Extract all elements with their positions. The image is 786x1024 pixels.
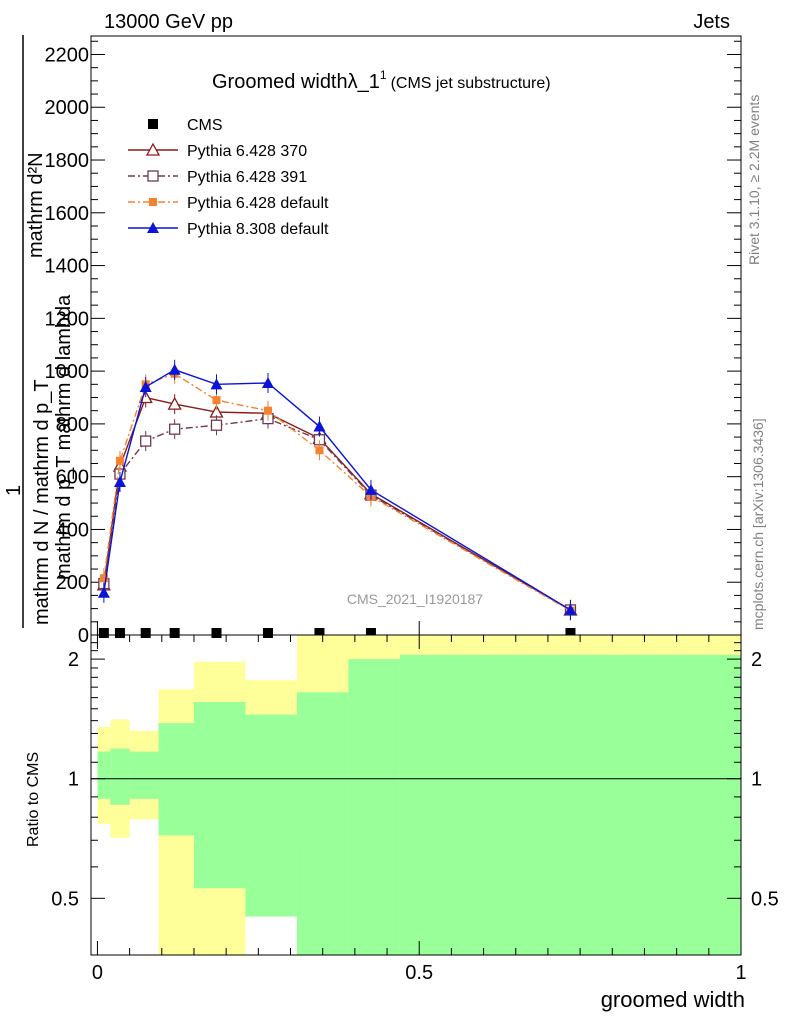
- y-tick-label: 600: [56, 467, 89, 489]
- data-point: [139, 380, 152, 392]
- uncertainty-band-inner: [97, 751, 111, 799]
- uncertainty-band-inner: [110, 748, 130, 805]
- data-point: [99, 574, 108, 583]
- data-point: [114, 628, 125, 638]
- series-pythia-6-428-370: [96, 387, 578, 620]
- data-point: [212, 396, 221, 405]
- series-pythia-8-308-default: [97, 359, 577, 620]
- legend-marker: [147, 222, 159, 233]
- legend-label: CMS: [187, 117, 223, 134]
- y-tick-label: 200: [56, 572, 89, 594]
- y-tick-label: 0: [78, 625, 89, 647]
- uncertainty-band-inner: [193, 701, 246, 889]
- y-axis-label: mathrm d²N mathrm d p_T mathrm d lambda …: [3, 35, 75, 628]
- data-point: [169, 423, 181, 435]
- series-pythia-6-428-391: [98, 408, 577, 620]
- legend-marker: [148, 119, 158, 129]
- data-point: [365, 628, 376, 638]
- y-tick-label: 1200: [45, 308, 90, 330]
- ratio-y-label: Ratio to CMS: [25, 752, 42, 847]
- data-point: [313, 420, 326, 432]
- energy-label: 13000 GeV pp: [104, 11, 233, 33]
- legend-item: CMS: [148, 117, 223, 134]
- y-tick-label: 1000: [45, 361, 90, 383]
- legend-label: Pythia 6.428 370: [187, 143, 307, 160]
- data-point: [169, 628, 180, 638]
- data-point: [263, 406, 272, 415]
- data-point: [565, 628, 576, 638]
- legend-item: Pythia 6.428 default: [128, 195, 329, 212]
- data-point: [98, 628, 109, 638]
- legend-label: Pythia 6.428 391: [187, 169, 307, 186]
- legend-label: Pythia 6.428 default: [187, 195, 329, 212]
- ratio-y-tick-label-right: 1: [751, 769, 762, 791]
- y-tick-label: 800: [56, 414, 89, 436]
- legend-item: Pythia 8.308 default: [128, 221, 329, 238]
- legend-marker: [147, 170, 159, 182]
- y-tick-label: 2200: [45, 44, 90, 66]
- legend-marker: [149, 198, 157, 206]
- ratio-y-tick-label-right: 0.5: [751, 888, 779, 910]
- uncertainty-band-inner: [245, 714, 297, 917]
- rivet-label: Rivet 3.1.10, ≥ 2.2M events: [746, 95, 762, 265]
- ratio-plot-frame: [90, 634, 742, 956]
- y-label-bottom: mathrm d N / mathrm d p_T: [31, 379, 53, 625]
- ratio-y-tick-label-right: 2: [751, 649, 762, 671]
- category-label: Jets: [693, 11, 730, 33]
- data-point: [140, 628, 151, 638]
- chart-title-main: Groomed widthλ_1: [212, 71, 380, 93]
- data-point: [211, 628, 222, 638]
- data-point: [261, 376, 274, 388]
- legend-marker: [145, 142, 161, 156]
- data-point: [115, 456, 124, 465]
- main-plot: 0 200 400 600 800 1000 1200 1400 1600 1800 2000 220…: [45, 35, 742, 647]
- x-tick-label: 1: [735, 962, 746, 984]
- data-point: [97, 586, 110, 598]
- series-line: [103, 372, 571, 612]
- y-label-top: mathrm d²N: [25, 152, 47, 258]
- data-point: [314, 628, 325, 638]
- uncertainty-band-inner: [158, 723, 194, 836]
- data-point: [167, 396, 182, 410]
- x-tick-label: 0: [92, 962, 103, 984]
- ratio-y-tick-label: 1: [68, 769, 79, 791]
- data-point: [113, 475, 126, 487]
- chart-title: Groomed widthλ_11 (CMS jet substructure): [212, 68, 551, 93]
- uncertainty-band-inner: [296, 692, 349, 955]
- ratio-plot: 0.5 0.5 1 1 2 2 0 0.5 1 Ratio to CMS groomed wi…: [25, 634, 779, 1012]
- y-tick-label: 2000: [45, 97, 90, 119]
- mcplots-label: mcplots.cern.ch [arXiv:1306.3436]: [750, 418, 766, 630]
- ratio-y-tick-label: 0.5: [51, 888, 79, 910]
- data-point: [210, 378, 223, 390]
- data-point: [262, 628, 273, 638]
- legend-label: Pythia 8.308 default: [187, 221, 329, 238]
- analysis-id-label: CMS_2021_I1920187: [347, 591, 483, 607]
- x-tick-label: 0.5: [405, 962, 433, 984]
- data-point: [140, 435, 152, 447]
- legend: CMS Pythia 6.428 370 Pythia 6.428 391 Pythi…: [128, 117, 329, 238]
- chart-title-sup: 1: [380, 68, 387, 82]
- y-label-prefix: 1: [3, 485, 25, 496]
- legend-item: Pythia 6.428 391: [128, 169, 307, 186]
- x-axis-label: groomed width: [601, 987, 745, 1012]
- data-point: [364, 483, 377, 495]
- data-point: [168, 363, 181, 375]
- uncertainty-band-inner: [129, 751, 159, 799]
- chart-subtitle: (CMS jet substructure): [391, 75, 551, 92]
- y-tick-label: 1600: [45, 203, 90, 225]
- uncertainty-band-inner: [348, 659, 400, 955]
- y-tick-label: 1800: [45, 150, 90, 172]
- series-pythia-6-428-default: [99, 363, 575, 621]
- y-tick-label: 1400: [45, 256, 90, 278]
- y-label-mid: mathrm d p_T mathrm d lambda: [53, 294, 75, 580]
- ratio-y-tick-label: 2: [68, 649, 79, 671]
- uncertainty-band-inner: [399, 654, 741, 955]
- series-cms: [98, 628, 576, 638]
- data-point: [210, 419, 223, 431]
- data-point: [564, 603, 577, 615]
- y-tick-label: 400: [56, 519, 89, 541]
- data-point: [315, 446, 324, 455]
- legend-item: Pythia 6.428 370: [128, 142, 307, 160]
